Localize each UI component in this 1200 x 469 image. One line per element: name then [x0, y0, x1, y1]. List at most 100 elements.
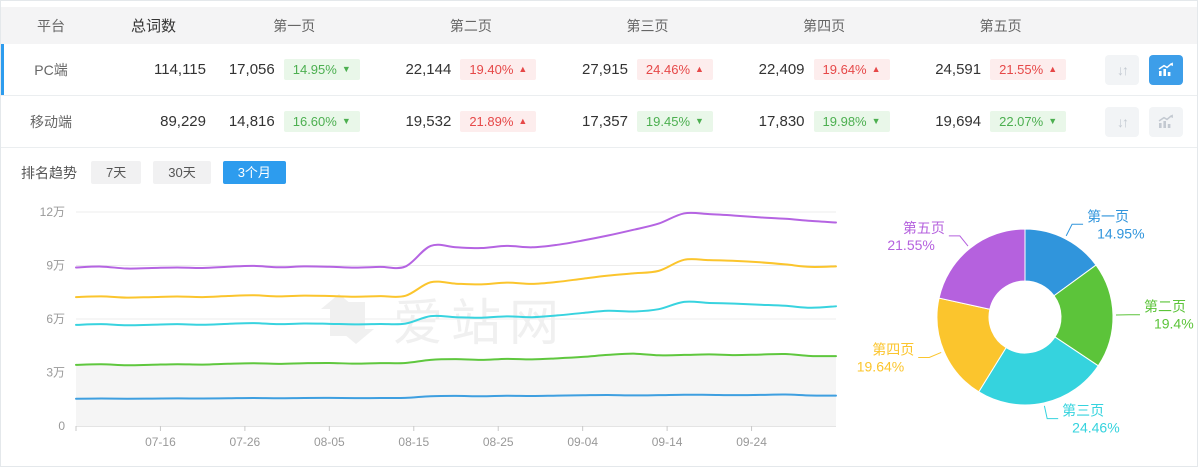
- column-header-page3: 第三页: [626, 17, 669, 34]
- page2-cell: 19,532 21.89% ▲: [383, 111, 560, 132]
- donut-label-name: 第五页: [902, 220, 944, 236]
- page4-change-badge: 19.64% ▲: [813, 59, 890, 80]
- page1-change-badge: 16.60% ▼: [283, 111, 360, 132]
- page1-cell: 14,816 16.60% ▼: [206, 111, 383, 132]
- donut-label-percent: 14.95%: [1097, 225, 1144, 241]
- trend-line-第二页(累计)[interactable]: [75, 352, 837, 367]
- label-leader-line: [1065, 223, 1083, 237]
- column-header-platform: 平台: [37, 17, 65, 34]
- donut-label-percent: 19.4%: [1154, 316, 1194, 332]
- show-trend-chart-button[interactable]: [1148, 106, 1183, 137]
- x-axis-label: 08-05: [314, 435, 345, 449]
- page5-count: 24,591: [935, 61, 982, 78]
- page3-change-badge: 24.46% ▲: [636, 59, 713, 80]
- svg-text:爱站网: 爱站网: [393, 295, 567, 351]
- charts-area: 0 3万 6万 9万 12万 07-16 07-26 08-05 08-15 08-25 09-04…: [1, 190, 1197, 467]
- show-trend-chart-button[interactable]: [1148, 54, 1183, 85]
- trend-up-icon: ▲: [518, 116, 528, 126]
- trend-tab-3months[interactable]: 3个月: [222, 161, 286, 184]
- page1-change-badge: 14.95% ▼: [283, 59, 360, 80]
- table-row-mobile[interactable]: 移动端 89,229 14,816 16.60% ▼ 19,532 21.89% ▲ 17,35…: [1, 96, 1197, 148]
- trend-down-icon: ▼: [871, 116, 881, 126]
- page5-change-badge: 21.55% ▲: [990, 59, 1067, 80]
- trend-tab-7days[interactable]: 7天: [91, 161, 142, 184]
- platform-label: PC端: [34, 61, 68, 78]
- donut-slice-第五页[interactable]: [938, 228, 1026, 310]
- page1-cell: 17,056 14.95% ▼: [206, 59, 383, 80]
- page4-cell: 22,409 19.64% ▲: [736, 59, 913, 80]
- change-percent: 19.64%: [822, 62, 867, 77]
- page4-count: 17,830: [758, 113, 805, 130]
- y-axis-label: 3万: [46, 366, 65, 380]
- donut-label-name: 第一页: [1087, 208, 1129, 224]
- page2-count: 19,532: [405, 113, 452, 130]
- trend-up-icon: ▲: [518, 64, 528, 74]
- page2-change-badge: 21.89% ▲: [460, 111, 537, 132]
- page5-count: 19,694: [935, 113, 982, 130]
- change-percent: 24.46%: [645, 62, 691, 77]
- donut-label-percent: 19.64%: [856, 359, 903, 375]
- label-leader-line: [948, 235, 968, 247]
- change-percent: 21.89%: [469, 114, 514, 129]
- platform-label: 移动端: [30, 113, 72, 130]
- x-axis-label: 08-15: [398, 435, 429, 449]
- aizhan-watermark: 爱站网: [321, 294, 567, 351]
- y-axis-label: 0: [58, 419, 65, 433]
- trend-up-icon: ▲: [871, 64, 881, 74]
- trend-line-第四页(累计)[interactable]: [75, 258, 837, 299]
- donut-label-percent: 24.46%: [1072, 420, 1119, 436]
- table-header-row: 平台 总词数 第一页 第二页 第三页 第四页 第五页: [1, 7, 1197, 44]
- total-words-value: 89,229: [160, 113, 206, 130]
- page1-count: 14,816: [228, 113, 275, 130]
- change-percent: 19.45%: [645, 114, 691, 129]
- sort-arrows-icon: ↓↑: [1116, 61, 1129, 78]
- change-percent: 16.60%: [292, 114, 337, 129]
- row-actions: ↓↑: [1089, 54, 1197, 85]
- page4-count: 22,409: [758, 61, 805, 78]
- page3-change-badge: 19.45% ▼: [636, 111, 713, 132]
- donut-slice-第二页[interactable]: [1052, 264, 1114, 367]
- label-leader-line: [1043, 405, 1058, 420]
- area-fill: [76, 353, 836, 426]
- column-header-page4: 第四页: [803, 17, 846, 34]
- donut-slice-第四页[interactable]: [936, 297, 1007, 393]
- rank-table: 平台 总词数 第一页 第二页 第三页 第四页 第五页 PC端 114,115 17,056 14.…: [1, 1, 1197, 148]
- trend-line-第三页(累计)[interactable]: [75, 300, 837, 327]
- x-axis-label: 08-25: [483, 435, 514, 449]
- column-header-page1: 第一页: [273, 17, 316, 34]
- rank-trend-line-chart[interactable]: 0 3万 6万 9万 12万 07-16 07-26 08-05 08-15 08-25 09-04…: [1, 190, 845, 467]
- x-axis-label: 09-14: [652, 435, 683, 449]
- page2-change-badge: 19.40% ▲: [460, 59, 537, 80]
- column-header-total: 总词数: [130, 18, 176, 35]
- page5-cell: 19,694 22.07% ▼: [912, 111, 1089, 132]
- trend-tab-30days[interactable]: 30天: [153, 161, 211, 184]
- page5-change-badge: 22.07% ▼: [990, 111, 1067, 132]
- trend-title: 排名趋势: [21, 164, 77, 181]
- page3-cell: 27,915 24.46% ▲: [559, 59, 736, 80]
- trend-down-icon: ▼: [1048, 116, 1058, 126]
- total-words-value: 114,115: [154, 61, 206, 78]
- change-percent: 22.07%: [999, 114, 1044, 129]
- y-axis-label: 6万: [46, 312, 65, 326]
- page3-cell: 17,357 19.45% ▼: [559, 111, 736, 132]
- page5-cell: 24,591 21.55% ▲: [912, 59, 1089, 80]
- donut-label-name: 第四页: [872, 342, 914, 358]
- trend-up-icon: ▲: [1048, 64, 1058, 74]
- x-axis-label: 09-04: [567, 435, 598, 449]
- sort-compare-button[interactable]: ↓↑: [1104, 106, 1139, 137]
- trend-line-第五页(累计)[interactable]: [75, 211, 837, 270]
- row-actions: ↓↑: [1089, 106, 1197, 137]
- table-row-pc[interactable]: PC端 114,115 17,056 14.95% ▼ 22,144 19.40% ▲ 27,9…: [1, 44, 1197, 96]
- trend-toolbar: 排名趋势 7天 30天 3个月: [1, 148, 1197, 190]
- page2-count: 22,144: [405, 61, 452, 78]
- donut-slice-第三页[interactable]: [977, 336, 1099, 406]
- change-percent: 14.95%: [292, 62, 337, 77]
- trend-up-icon: ▲: [695, 64, 704, 74]
- change-percent: 19.98%: [822, 114, 867, 129]
- sort-compare-button[interactable]: ↓↑: [1104, 54, 1139, 85]
- page2-cell: 22,144 19.40% ▲: [383, 59, 560, 80]
- page3-count: 17,357: [582, 113, 628, 130]
- trend-line-第一页[interactable]: [75, 393, 837, 400]
- bar-line-chart-icon: [1159, 114, 1174, 128]
